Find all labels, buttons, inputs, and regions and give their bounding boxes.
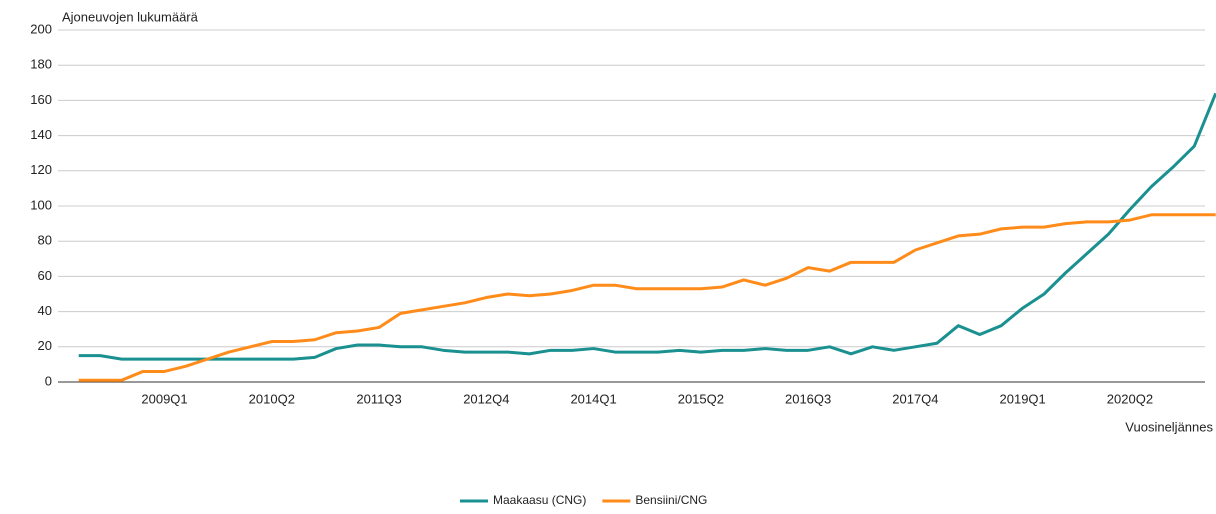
x-tick-label: 2014Q1 bbox=[570, 391, 616, 406]
y-tick-label: 140 bbox=[30, 127, 52, 142]
x-tick-label: 2010Q2 bbox=[249, 391, 295, 406]
y-tick-label: 40 bbox=[38, 303, 52, 318]
series-line bbox=[78, 92, 1216, 361]
legend-label: Bensiini/CNG bbox=[635, 493, 707, 507]
x-tick-label: 2016Q3 bbox=[785, 391, 831, 406]
y-tick-label: 20 bbox=[38, 338, 52, 353]
x-tick-label: 2011Q3 bbox=[356, 391, 401, 406]
x-axis-label: Vuosineljännes bbox=[1125, 419, 1213, 434]
y-tick-label: 200 bbox=[30, 21, 52, 36]
x-tick-label: 2015Q2 bbox=[678, 391, 724, 406]
x-tick-label: 2019Q1 bbox=[1000, 391, 1046, 406]
y-tick-label: 60 bbox=[38, 268, 52, 283]
x-tick-label: 2020Q2 bbox=[1107, 391, 1153, 406]
y-tick-label: 0 bbox=[45, 373, 52, 388]
legend-label: Maakaasu (CNG) bbox=[493, 493, 586, 507]
y-tick-label: 80 bbox=[38, 233, 52, 248]
y-tick-label: 120 bbox=[30, 162, 52, 177]
series-line bbox=[78, 213, 1216, 382]
y-tick-label: 160 bbox=[30, 92, 52, 107]
y-axis-label: Ajoneuvojen lukumäärä bbox=[62, 9, 199, 24]
y-tick-label: 100 bbox=[30, 197, 52, 212]
y-tick-label: 180 bbox=[30, 57, 52, 72]
x-tick-label: 2012Q4 bbox=[463, 391, 509, 406]
x-tick-label: 2017Q4 bbox=[892, 391, 938, 406]
x-tick-label: 2009Q1 bbox=[141, 391, 187, 406]
